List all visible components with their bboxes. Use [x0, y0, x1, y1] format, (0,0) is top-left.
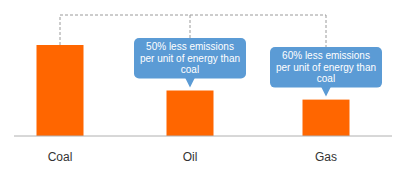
category-label: Coal: [48, 150, 73, 164]
connector-line: [326, 15, 327, 47]
bar: [37, 45, 84, 136]
annotation-line: coal: [181, 64, 199, 75]
bar: [303, 100, 350, 136]
x-axis: [14, 136, 392, 137]
chart: CoalOilGas50% less emissionsper unit of …: [0, 0, 404, 171]
annotation-line: coal: [317, 73, 335, 84]
callout-box: [134, 38, 246, 79]
annotation: 50% less emissionsper unit of energy tha…: [140, 41, 240, 75]
annotation-line: per unit of energy than: [276, 62, 376, 73]
category-label: Oil: [183, 150, 198, 164]
callout-arrow: [321, 87, 331, 97]
annotation: 60% less emissionsper unit of energy tha…: [276, 50, 376, 84]
callout-box: [270, 47, 382, 88]
category-label: Gas: [315, 150, 337, 164]
connector-line: [60, 15, 61, 45]
annotation-line: 50% less emissions: [146, 41, 234, 52]
bar: [167, 91, 214, 137]
callout: 60% less emissionsper unit of energy tha…: [270, 47, 382, 97]
callout-arrow: [185, 78, 195, 88]
connector-line: [190, 15, 191, 38]
annotation-line: per unit of energy than: [140, 53, 240, 64]
callout: 50% less emissionsper unit of energy tha…: [134, 38, 246, 88]
annotation-line: 60% less emissions: [282, 50, 370, 61]
connector-line: [60, 15, 326, 16]
